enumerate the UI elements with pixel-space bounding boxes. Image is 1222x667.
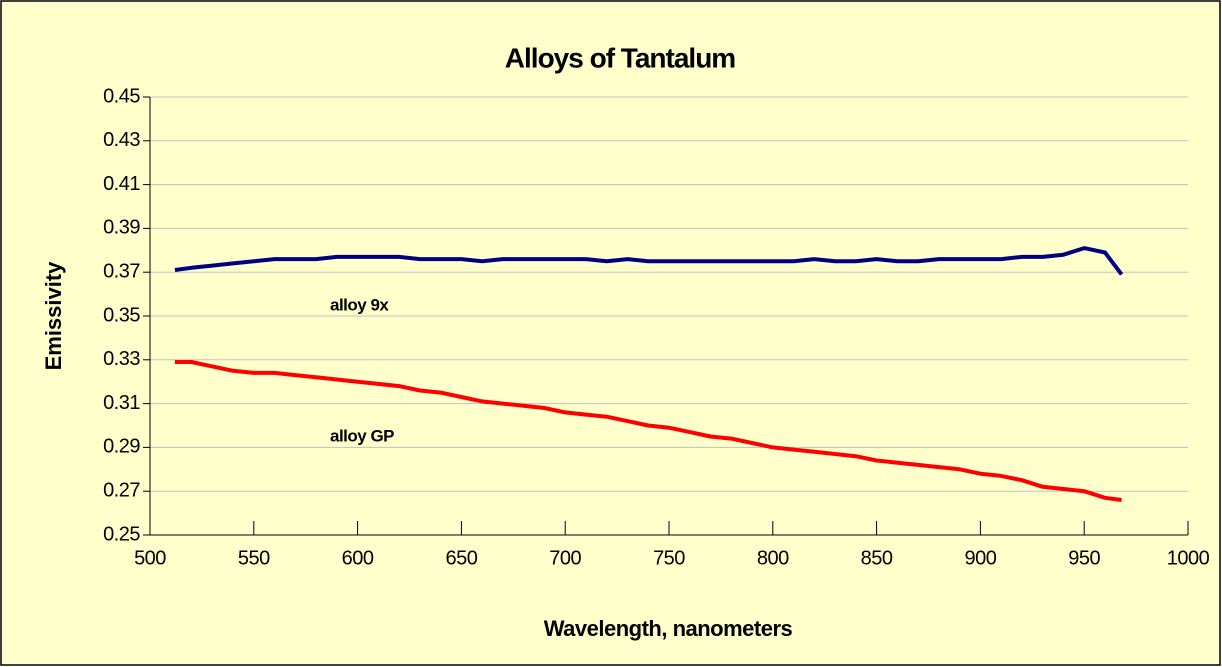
y-tick-label: 0.45 <box>103 85 140 107</box>
y-tick-label: 0.41 <box>103 173 140 195</box>
x-tick-label: 800 <box>757 547 789 569</box>
y-tick-label: 0.37 <box>103 260 140 282</box>
y-tick-label: 0.43 <box>103 129 140 151</box>
series-line <box>174 246 1124 276</box>
chart-title: Alloys of Tantalum <box>505 42 735 73</box>
y-tick-label: 0.29 <box>103 436 140 458</box>
x-tick-label: 600 <box>342 547 374 569</box>
annotation: alloy 9x <box>330 295 389 314</box>
x-tick-label: 900 <box>964 547 996 569</box>
x-tick-label: 850 <box>861 547 893 569</box>
annotation: alloy GP <box>330 426 394 445</box>
y-tick-label: 0.33 <box>103 348 140 370</box>
x-tick-label: 650 <box>445 547 477 569</box>
x-tick-label: 550 <box>238 547 270 569</box>
series-line <box>174 360 1122 502</box>
x-tick-label: 950 <box>1068 547 1100 569</box>
x-tick-label: 750 <box>653 547 685 569</box>
x-tick-label: 500 <box>134 547 166 569</box>
y-axis-label: Emissivity <box>41 261 66 371</box>
x-tick-label: 700 <box>549 547 581 569</box>
x-axis-label: Wavelength, nanometers <box>544 616 793 641</box>
y-tick-label: 0.31 <box>103 392 140 414</box>
y-tick-label: 0.35 <box>103 304 140 326</box>
y-tick-label: 0.25 <box>103 523 140 545</box>
x-tick-label: 1000 <box>1167 547 1210 569</box>
y-tick-label: 0.27 <box>103 479 140 501</box>
y-tick-label: 0.39 <box>103 217 140 239</box>
